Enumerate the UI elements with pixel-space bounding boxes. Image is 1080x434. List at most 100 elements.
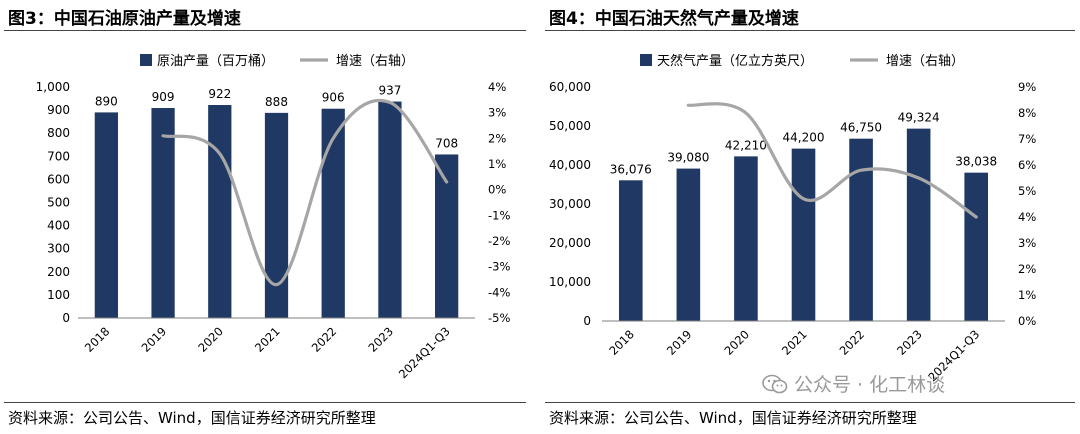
x-tick-label: 2022: [837, 327, 868, 358]
x-tick-label: 2024Q1-Q3: [396, 324, 453, 381]
bar-data-label: 42,210: [725, 138, 767, 152]
bar: [321, 108, 345, 319]
legend-label-bar: 天然气产量（亿立方英尺）: [657, 53, 813, 69]
y-right-tick-label: 7%: [1018, 132, 1036, 146]
x-tick-label: 2023: [365, 324, 396, 355]
bar: [264, 112, 289, 318]
y-right-tick-label: -4%: [488, 285, 510, 299]
bar-data-label: 909: [152, 90, 175, 104]
y-right-tick-label: -5%: [488, 311, 510, 325]
y-left-tick-label: 400: [47, 219, 70, 233]
y-right-tick-label: 3%: [488, 106, 506, 120]
y-right-tick-label: 4%: [1018, 210, 1036, 224]
y-left-tick-label: 600: [47, 172, 70, 186]
bar-data-label: 922: [208, 87, 231, 101]
bar: [378, 101, 402, 318]
y-right-tick-label: 9%: [1018, 80, 1036, 94]
y-left-tick-label: 300: [47, 242, 70, 256]
legend-label-line: 增速（右轴）: [336, 54, 414, 69]
y-left-tick-label: 40,000: [549, 158, 591, 172]
y-right-tick-label: 0%: [488, 183, 506, 197]
legend-label-bar: 原油产量（百万桶）: [157, 54, 274, 69]
bar: [151, 108, 175, 318]
y-left-tick-label: 200: [47, 265, 70, 279]
chart-title: 图3：中国石油原油产量及增速: [8, 9, 241, 29]
growth-series-line: [686, 102, 978, 219]
y-right-tick-label: 0%: [1018, 314, 1036, 328]
bar-data-label: 49,324: [898, 111, 940, 125]
legend-label-line: 增速（右轴）: [886, 54, 964, 69]
watermark: 公众号 · 化工林谈: [762, 370, 945, 397]
wechat-icon: [762, 374, 788, 394]
bar: [94, 112, 118, 318]
y-right-tick-label: 8%: [1018, 106, 1036, 120]
bar-data-label: 44,200: [783, 131, 825, 145]
bar: [208, 105, 232, 318]
legend-swatch-bar: [640, 54, 652, 66]
bar: [676, 168, 701, 321]
y-right-tick-label: 5%: [1018, 184, 1036, 198]
y-right-tick-label: 3%: [1018, 236, 1036, 250]
y-right-tick-label: 1%: [488, 157, 506, 171]
source-note: 资料来源：公司公告、Wind，国信证券经济研究所整理: [8, 409, 376, 427]
x-tick-label: 2023: [894, 327, 925, 358]
y-right-tick-label: 6%: [1018, 158, 1036, 172]
y-right-tick-label: -3%: [488, 260, 510, 274]
y-left-tick-label: 30,000: [549, 197, 591, 211]
source-note: 资料来源：公司公告、Wind，国信证券经济研究所整理: [549, 409, 917, 427]
y-left-tick-label: 1,000: [36, 80, 70, 94]
y-right-tick-label: -2%: [488, 234, 510, 248]
legend-swatch-bar: [140, 54, 152, 66]
bar-data-label: 888: [265, 95, 288, 109]
chart-panel-crude-oil: 图3：中国石油原油产量及增速 0 100 200 300 400 500 600 700 800…: [0, 0, 530, 434]
bar: [435, 154, 459, 318]
x-tick-label: 2022: [309, 324, 340, 355]
x-tick-label: 2018: [606, 327, 637, 358]
y-left-tick-label: 800: [47, 126, 70, 140]
y-left-tick-label: 700: [47, 149, 70, 163]
bar-data-label: 708: [435, 136, 458, 150]
y-left-tick-label: 0: [583, 314, 591, 328]
bar-data-label: 38,038: [955, 155, 997, 169]
x-tick-label: 2018: [82, 324, 113, 355]
y-left-tick-label: 500: [47, 196, 70, 210]
y-right-tick-label: 2%: [488, 131, 506, 145]
bar-data-label: 46,750: [840, 121, 882, 135]
divider: [545, 402, 1075, 403]
bar: [964, 172, 989, 321]
y-left-tick-label: 900: [47, 103, 70, 117]
y-left-tick-label: 50,000: [549, 119, 591, 133]
y-left-tick-label: 60,000: [549, 80, 591, 94]
x-tick-label: 2020: [195, 324, 226, 355]
y-right-tick-label: 4%: [488, 80, 506, 94]
y-right-tick-label: 1%: [1018, 288, 1036, 302]
x-tick-label: 2019: [139, 324, 170, 355]
crude-oil-chart: 0 100 200 300 400 500 600 700 800 900 1,000 -5% -4% -…: [36, 54, 510, 381]
y-left-tick-label: 10,000: [549, 275, 591, 289]
divider: [4, 402, 526, 403]
divider: [545, 30, 1075, 31]
bar: [906, 128, 931, 321]
x-tick-label: 2021: [252, 324, 283, 355]
y-right-tick-label: -1%: [488, 208, 510, 222]
x-tick-label: 2020: [721, 327, 752, 358]
y-left-tick-label: 20,000: [549, 236, 591, 250]
growth-series-line: [161, 98, 449, 287]
bar-data-label: 890: [95, 94, 118, 108]
bar: [734, 156, 758, 321]
x-tick-label: 2019: [664, 327, 695, 358]
bar: [618, 180, 643, 321]
bar-data-label: 906: [322, 91, 345, 105]
bar: [791, 148, 816, 321]
divider: [4, 30, 526, 31]
y-left-tick-label: 100: [47, 288, 70, 302]
chart-title: 图4：中国石油天然气产量及增速: [549, 9, 799, 29]
chart-panel-natural-gas: 图4：中国石油天然气产量及增速 0 10,000 20,000 30,000 40,00…: [541, 0, 1080, 434]
natural-gas-chart: 0 10,000 20,000 30,000 40,000 50,000 60,000 0% 1…: [549, 53, 1036, 384]
bar-data-label: 937: [378, 84, 401, 98]
bar: [849, 138, 873, 321]
watermark-text: 公众号 · 化工林谈: [794, 374, 946, 396]
bar-data-label: 39,080: [667, 151, 709, 165]
x-tick-label: 2021: [779, 327, 810, 358]
y-right-tick-label: 2%: [1018, 262, 1036, 276]
